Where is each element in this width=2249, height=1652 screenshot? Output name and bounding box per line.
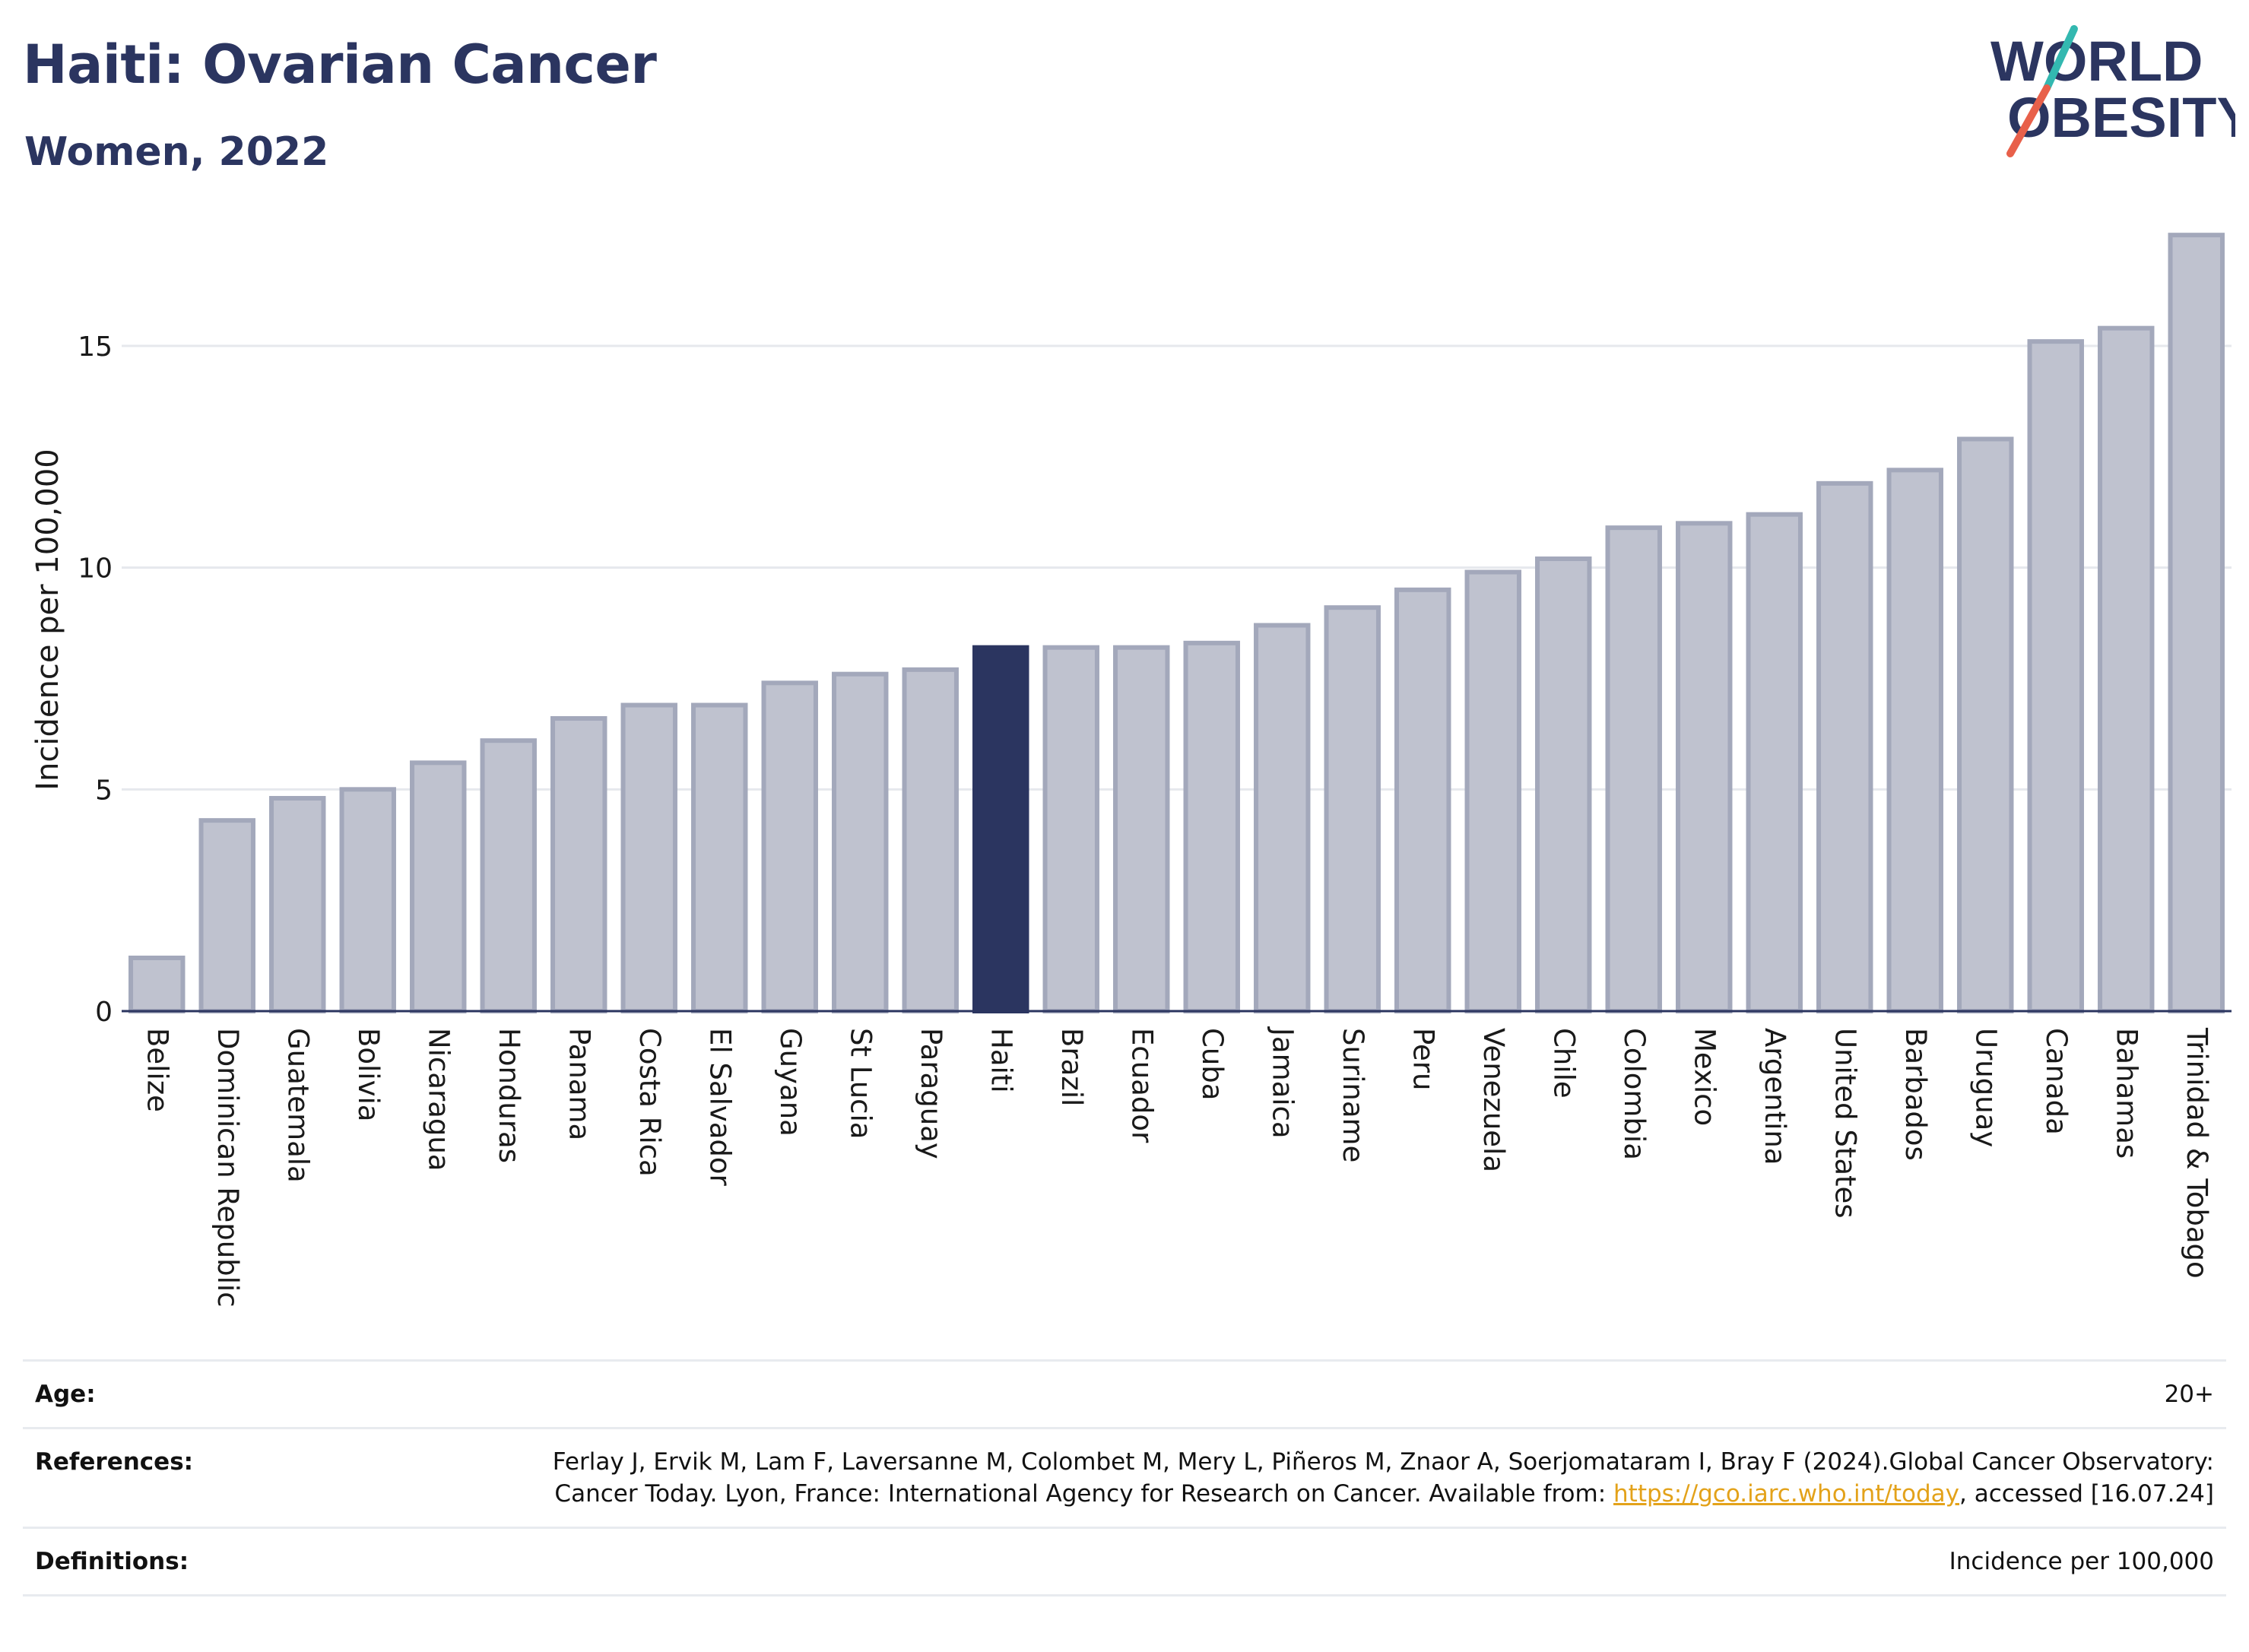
y-tick-label: 15 — [78, 331, 113, 363]
x-tick-label: Nicaragua — [422, 1028, 455, 1171]
x-tick-label: Honduras — [493, 1028, 525, 1163]
bar — [1113, 645, 1170, 1014]
age-row: Age: 20+ — [23, 1362, 2226, 1429]
bar — [832, 671, 889, 1014]
bar — [1535, 556, 1592, 1013]
references-value: Ferlay J, Ervik M, Lam F, Laversanne M, … — [541, 1446, 2214, 1510]
bar — [1676, 521, 1733, 1013]
bar — [620, 702, 677, 1013]
bar — [1042, 645, 1099, 1014]
bar — [1746, 512, 1803, 1013]
logo-slash-teal — [2043, 25, 2078, 92]
bar-chart: 0 5 10 15 Incidence per 100,000 Belize Dominic… — [30, 233, 2232, 1308]
bar — [902, 667, 959, 1013]
x-tick-label: Colombia — [1618, 1028, 1651, 1160]
bar — [269, 796, 326, 1013]
x-tick-label: Bahamas — [2110, 1028, 2143, 1159]
x-tick-label: United States — [1829, 1028, 1861, 1219]
bar-highlight — [972, 645, 1029, 1014]
x-tick-label: Costa Rica — [633, 1028, 666, 1177]
x-tick-label: Argentina — [1759, 1028, 1791, 1165]
definitions-label: Definitions: — [35, 1548, 189, 1575]
age-label: Age: — [35, 1381, 96, 1408]
bar — [2027, 339, 2084, 1013]
bar — [1183, 640, 1240, 1013]
x-tick-label: Ecuador — [1125, 1028, 1158, 1143]
age-value: 20+ — [2164, 1381, 2214, 1408]
x-tick-label: Belize — [141, 1028, 173, 1112]
bar — [128, 956, 186, 1013]
bar — [1464, 569, 1521, 1013]
bar — [1816, 480, 1873, 1013]
world-obesity-logo: WORLD OBESITY — [1990, 25, 2235, 157]
bar — [1394, 587, 1451, 1013]
bar — [1957, 436, 2014, 1013]
x-tick-label: Canada — [2040, 1028, 2073, 1135]
definitions-row: Definitions: Incidence per 100,000 — [23, 1529, 2226, 1597]
x-tick-label: Paraguay — [915, 1028, 947, 1159]
bar — [761, 680, 818, 1013]
x-tick-label: Suriname — [1337, 1028, 1369, 1162]
x-tick-label: Guatemala — [281, 1028, 314, 1183]
bar — [1605, 525, 1662, 1013]
logo-slash-coral — [2006, 84, 2051, 157]
y-tick-label: 0 — [95, 997, 113, 1028]
x-tick-label: Bolivia — [352, 1028, 385, 1121]
x-tick-label: St Lucia — [844, 1028, 877, 1139]
bar — [2098, 325, 2155, 1013]
x-tick-label: Haiti — [985, 1028, 1017, 1093]
x-tick-label: Brazil — [1055, 1028, 1088, 1106]
metadata-table: Age: 20+ References: Ferlay J, Ervik M, … — [23, 1359, 2226, 1597]
x-tick-label: Mexico — [1688, 1028, 1721, 1126]
bar — [1324, 605, 1381, 1013]
references-text: Ferlay J, Ervik M, Lam F, Laversanne M, … — [552, 1448, 2214, 1508]
bar — [1886, 468, 1943, 1013]
x-tick-label: Panama — [563, 1028, 595, 1140]
x-tick-label: Dominican Republic — [211, 1028, 244, 1308]
bar — [480, 738, 537, 1014]
x-tick-label: Barbados — [1899, 1028, 1932, 1161]
x-tick-label: Uruguay — [1969, 1028, 2002, 1147]
x-tick-label: Peru — [1407, 1028, 1439, 1090]
x-tick-label: Cuba — [1196, 1028, 1229, 1100]
bar — [198, 818, 255, 1013]
definitions-value: Incidence per 100,000 — [1949, 1548, 2214, 1575]
references-accessed: , accessed [16.07.24] — [1959, 1480, 2214, 1508]
y-tick-label: 5 — [95, 775, 113, 806]
x-tick-label: Trinidad & Tobago — [2181, 1027, 2213, 1279]
x-tick-label: Guyana — [774, 1028, 807, 1137]
bar — [550, 716, 607, 1013]
logo-text-world: WORLD — [1990, 30, 2203, 93]
chart-title: Haiti: Ovarian Cancer — [23, 33, 657, 96]
x-tick-label: Jamaica — [1266, 1026, 1299, 1139]
references-label: References: — [35, 1448, 194, 1476]
x-tick-label: El Salvador — [703, 1028, 736, 1187]
y-axis-title: Incidence per 100,000 — [30, 449, 65, 791]
references-row: References: Ferlay J, Ervik M, Lam F, La… — [23, 1429, 2226, 1529]
chart-subtitle: Women, 2022 — [24, 129, 329, 175]
references-link[interactable]: https://gco.iarc.who.int/today — [1613, 1480, 1959, 1508]
bar — [2168, 233, 2225, 1013]
bar — [339, 787, 396, 1014]
x-tick-label: Venezuela — [1477, 1028, 1510, 1172]
bar — [1254, 623, 1311, 1013]
bar — [691, 702, 748, 1013]
y-tick-label: 10 — [78, 553, 113, 585]
bar — [410, 760, 467, 1013]
x-tick-label: Chile — [1547, 1028, 1580, 1099]
